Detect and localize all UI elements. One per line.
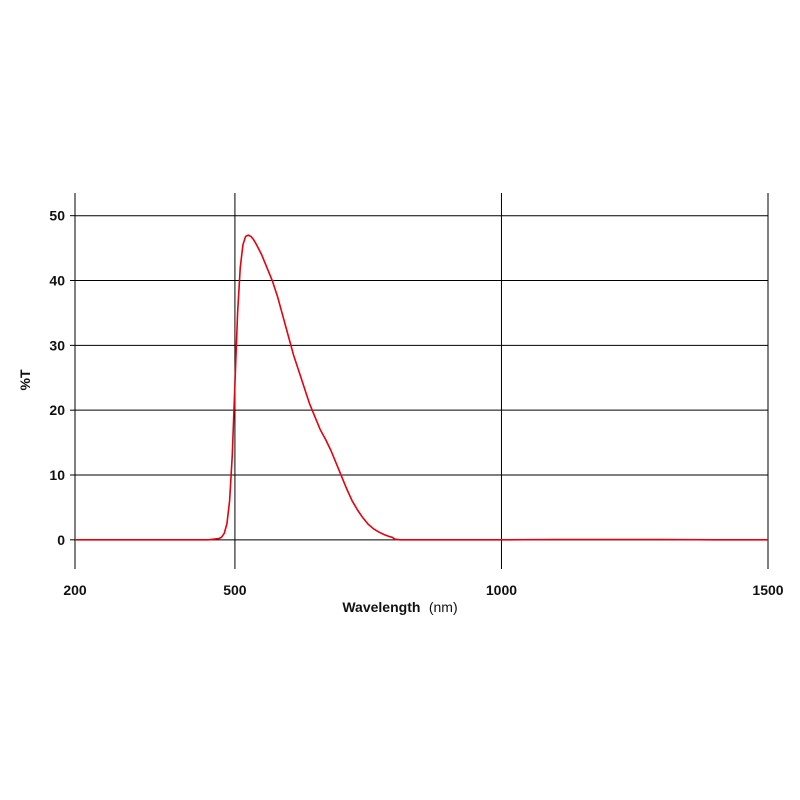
x-tick-label: 1500 xyxy=(752,582,783,598)
x-tick-label: 1000 xyxy=(486,582,517,598)
y-tick-label: 10 xyxy=(49,467,65,483)
y-axis-label: %T xyxy=(17,369,33,390)
y-tick-label: 40 xyxy=(49,273,65,289)
axes xyxy=(70,193,76,569)
x-axis-unit: (nm) xyxy=(429,599,458,615)
x-axis-label: Wavelength xyxy=(342,599,420,615)
y-tick-labels: 0 10 20 30 40 50 xyxy=(49,208,65,548)
x-tick-label: 500 xyxy=(223,582,247,598)
x-tick-label: 200 xyxy=(63,582,87,598)
gridlines xyxy=(75,193,769,569)
y-tick-label: 50 xyxy=(49,208,65,224)
x-axis-title: Wavelength (nm) xyxy=(342,599,457,616)
plot-area xyxy=(75,234,768,541)
y-tick-label: 0 xyxy=(57,532,65,548)
transmission-curve xyxy=(75,234,768,541)
y-tick-label: 30 xyxy=(49,337,65,353)
y-tick-label: 20 xyxy=(49,402,65,418)
x-tick-labels: 200 500 1000 1500 xyxy=(63,582,783,598)
